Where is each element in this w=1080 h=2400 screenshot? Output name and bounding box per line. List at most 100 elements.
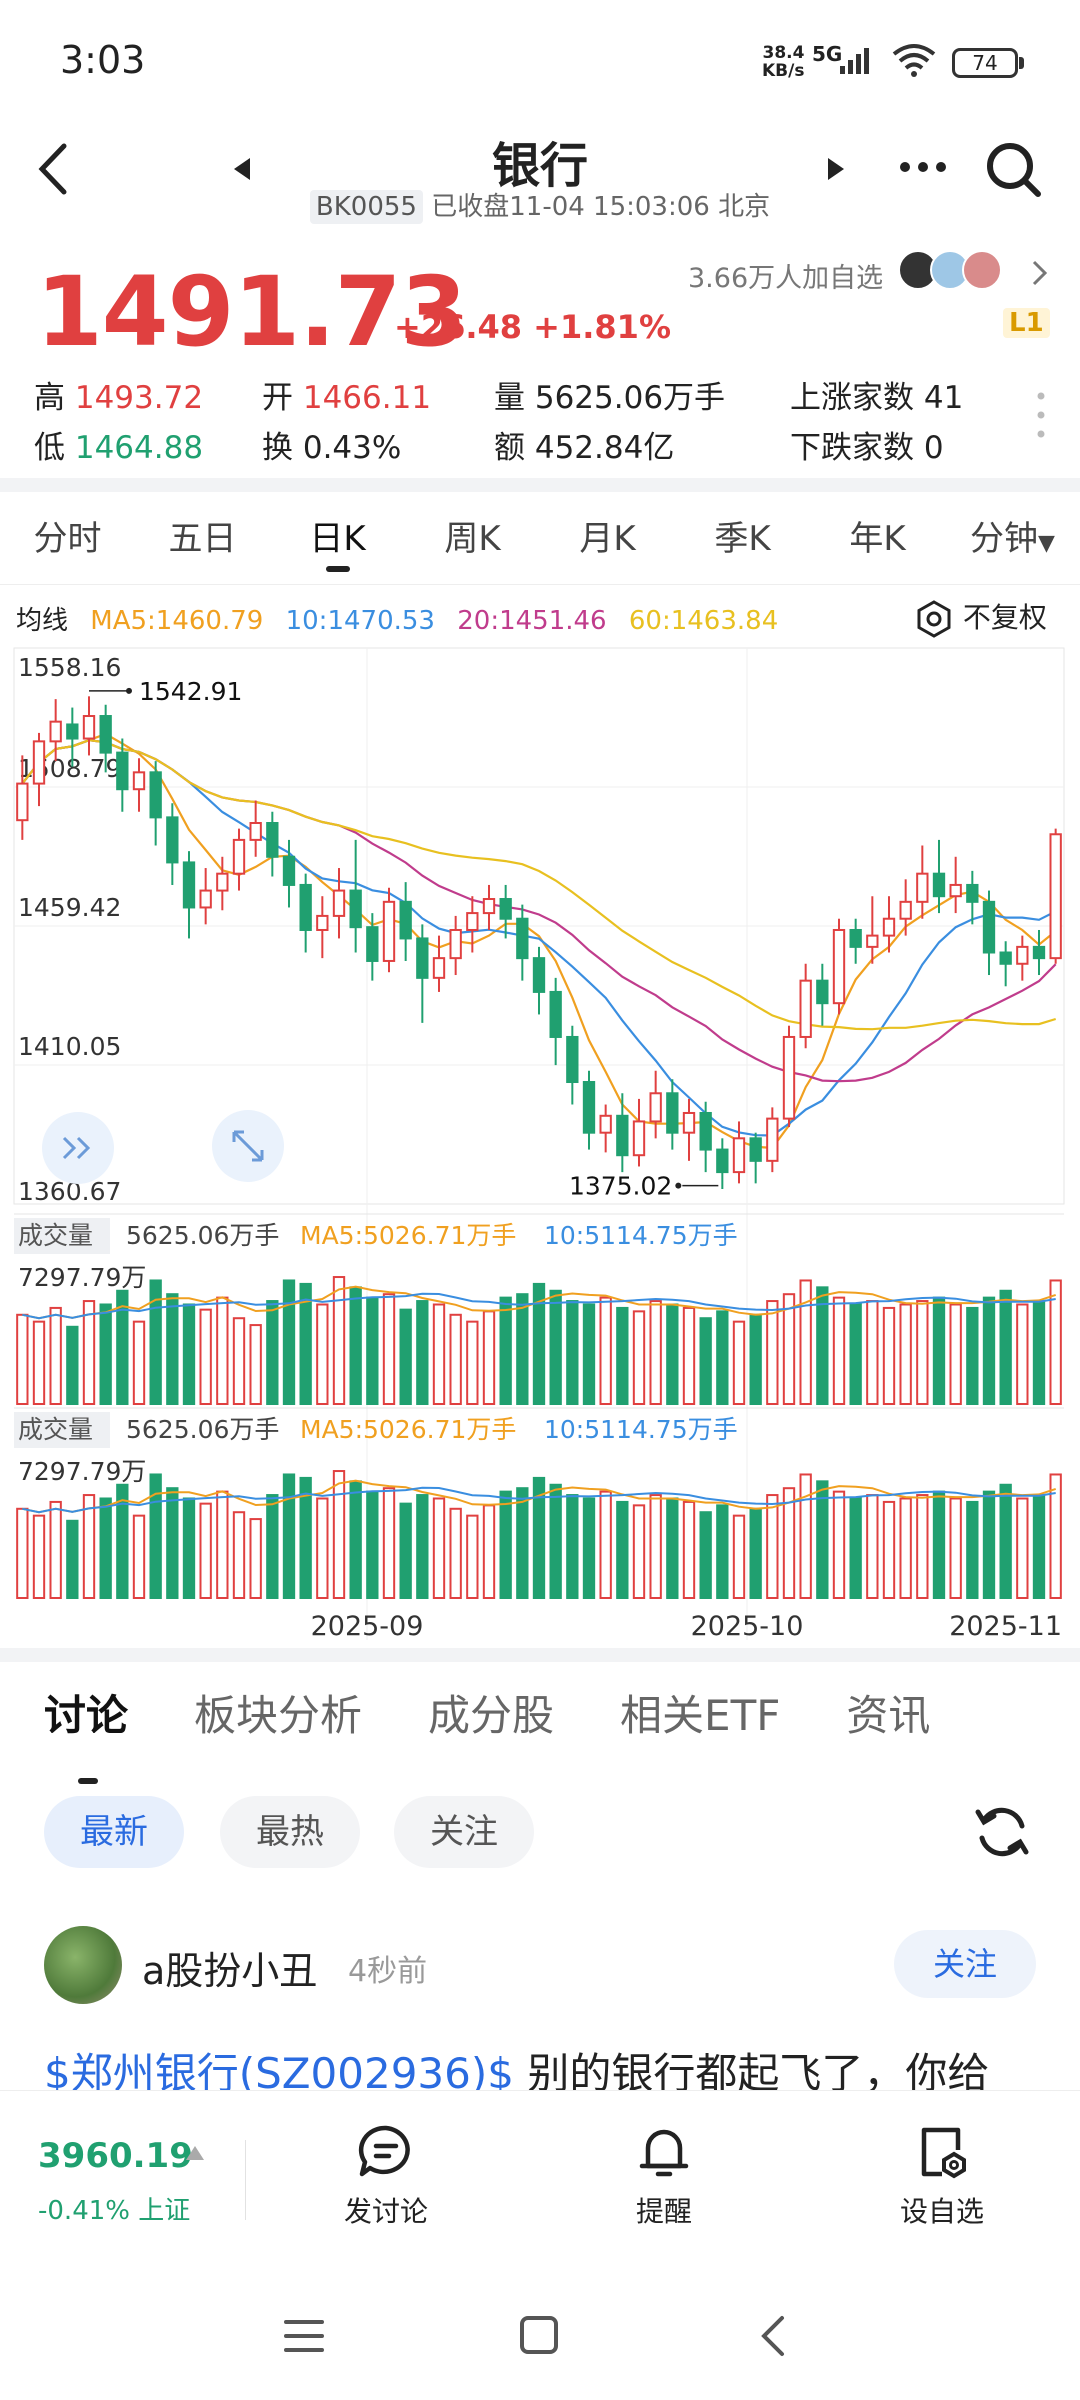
high-marker-label: 1542.91 [139,677,242,706]
volume-bar [132,1514,146,1600]
period-tab-intraday[interactable]: 分时 [33,519,102,559]
post-body: 别的银行都起飞了，你给 [513,2049,990,2098]
collapse-panel-button[interactable] [42,1112,114,1184]
candle-body [982,900,996,954]
period-tab-minute[interactable]: 分钟▼ [945,496,1080,582]
candle-body [849,928,862,948]
watcher-avatars[interactable] [898,248,1018,294]
expand-stats-icon[interactable] [1034,390,1048,440]
back-icon[interactable] [30,140,76,198]
index-value[interactable]: 3960.19 [38,2136,193,2176]
volume-bar [266,1494,279,1599]
tab-sector-analysis[interactable]: 板块分析 [194,1691,363,1740]
more-icon[interactable] [898,160,948,174]
period-tabs: 分时 五日 日K 周K 月K 季K 年K 分钟▼ [0,496,1080,582]
volume-bar [99,1497,112,1599]
volume-bar [699,1511,712,1599]
user-avatar[interactable] [44,1926,122,2004]
chevron-right-icon[interactable] [1030,258,1050,288]
volume-bar [182,1303,196,1405]
tab-constituents[interactable]: 成分股 [428,1691,555,1740]
volume-bar [849,1497,862,1599]
candle-body [782,1035,796,1120]
volume-bar [32,1320,46,1406]
volume-ma5-line [22,1285,1057,1320]
tab-related-etf[interactable]: 相关ETF [620,1691,781,1740]
candle-body [716,1148,729,1174]
volume-bar [82,1300,96,1405]
period-tab-5day[interactable]: 五日 [168,519,237,559]
volume-bar [66,1519,79,1600]
volume-bar [966,1306,979,1406]
volume-bar [416,1300,429,1405]
system-back-icon[interactable] [756,2314,788,2358]
period-tab-yearly[interactable]: 年K [849,519,906,559]
volume-bar [449,1313,462,1405]
x-axis-label: 2025-10 [691,1611,804,1640]
post-username[interactable]: a股扮小丑 [142,1949,318,1993]
post-discussion-button[interactable]: 发讨论 [296,2122,476,2230]
filter-following[interactable]: 关注 [394,1796,534,1868]
period-tab-quarterly[interactable]: 季K [714,519,771,559]
tab-news[interactable]: 资讯 [846,1691,931,1740]
volume-bar [432,1497,446,1599]
volume-bar [349,1286,362,1405]
home-icon[interactable] [518,2314,560,2356]
volume-bar [49,1500,62,1600]
volume-value: 5625.06万手 [126,1221,279,1250]
candle-body [832,928,846,1005]
volume-bar [616,1500,629,1600]
volume-bar [466,1320,479,1406]
tab-discussion[interactable]: 讨论 [44,1680,128,1784]
candle-body [332,889,346,917]
content-tabs: 讨论 板块分析 成分股 相关ETF 资讯 [0,1680,1080,1784]
volume-bar [532,1282,546,1406]
search-icon[interactable] [984,140,1044,200]
period-tab-daily[interactable]: 日K [270,496,405,582]
volume-bar [199,1308,212,1405]
watchers-count[interactable]: 3.66万人加自选 [688,263,884,294]
candle-body [82,715,96,740]
adjust-toggle[interactable]: 不复权 [914,596,1047,639]
prev-sector-icon[interactable] [230,156,252,182]
volume-bar [749,1313,762,1405]
next-sector-icon[interactable] [826,156,848,182]
kline-chart[interactable]: 1558.161508.791459.421410.051360.671542.… [0,640,1080,1640]
menu-icon[interactable] [282,2316,326,2356]
volume-bar [316,1303,329,1405]
period-tab-monthly[interactable]: 月K [579,519,636,559]
stat-low-value: 1464.88 [74,430,204,466]
stat-low: 低 1464.88 [34,422,203,467]
candle-body [449,928,462,960]
volume-bar [332,1470,346,1599]
stat-volume-label: 量 [494,380,525,416]
stat-rising-label: 上涨家数 [790,380,914,416]
filter-hottest[interactable]: 最热 [220,1796,360,1868]
follow-button[interactable]: 关注 [894,1930,1036,1998]
volume-bar [216,1296,229,1406]
stat-turnover: 换 0.43% [262,422,401,467]
volume-bar [116,1289,129,1405]
stock-link[interactable]: $郑州银行(SZ002936)$ [44,2049,514,2098]
filter-latest[interactable]: 最新 [44,1796,184,1868]
index-expand-icon[interactable] [186,2146,204,2160]
volume-bar [316,1497,329,1599]
stat-amount-label: 额 [494,430,525,466]
x-axis-label: 2025-11 [949,1611,1062,1640]
price-change: +26.48 +1.81% [394,308,671,346]
post-content[interactable]: $郑州银行(SZ002936)$ 别的银行都起飞了，你给 [44,2040,989,2101]
period-tab-weekly[interactable]: 周K [444,519,501,559]
add-watchlist-button[interactable]: 设自选 [852,2122,1032,2230]
candle-body [32,740,46,785]
volume-bar [999,1483,1012,1599]
volume-bar [499,1296,512,1406]
volume-ma5: MA5:5026.71万手 [300,1415,516,1444]
battery-tip [1019,57,1024,69]
volume-bar [532,1476,546,1600]
alert-button[interactable]: 提醒 [574,2122,754,2230]
volume-bar [1049,1473,1062,1600]
volume-bar [366,1296,379,1406]
refresh-icon[interactable] [970,1800,1034,1864]
volume-label-bg [14,1412,110,1448]
period-tab-minute-label: 分钟 [970,519,1039,559]
